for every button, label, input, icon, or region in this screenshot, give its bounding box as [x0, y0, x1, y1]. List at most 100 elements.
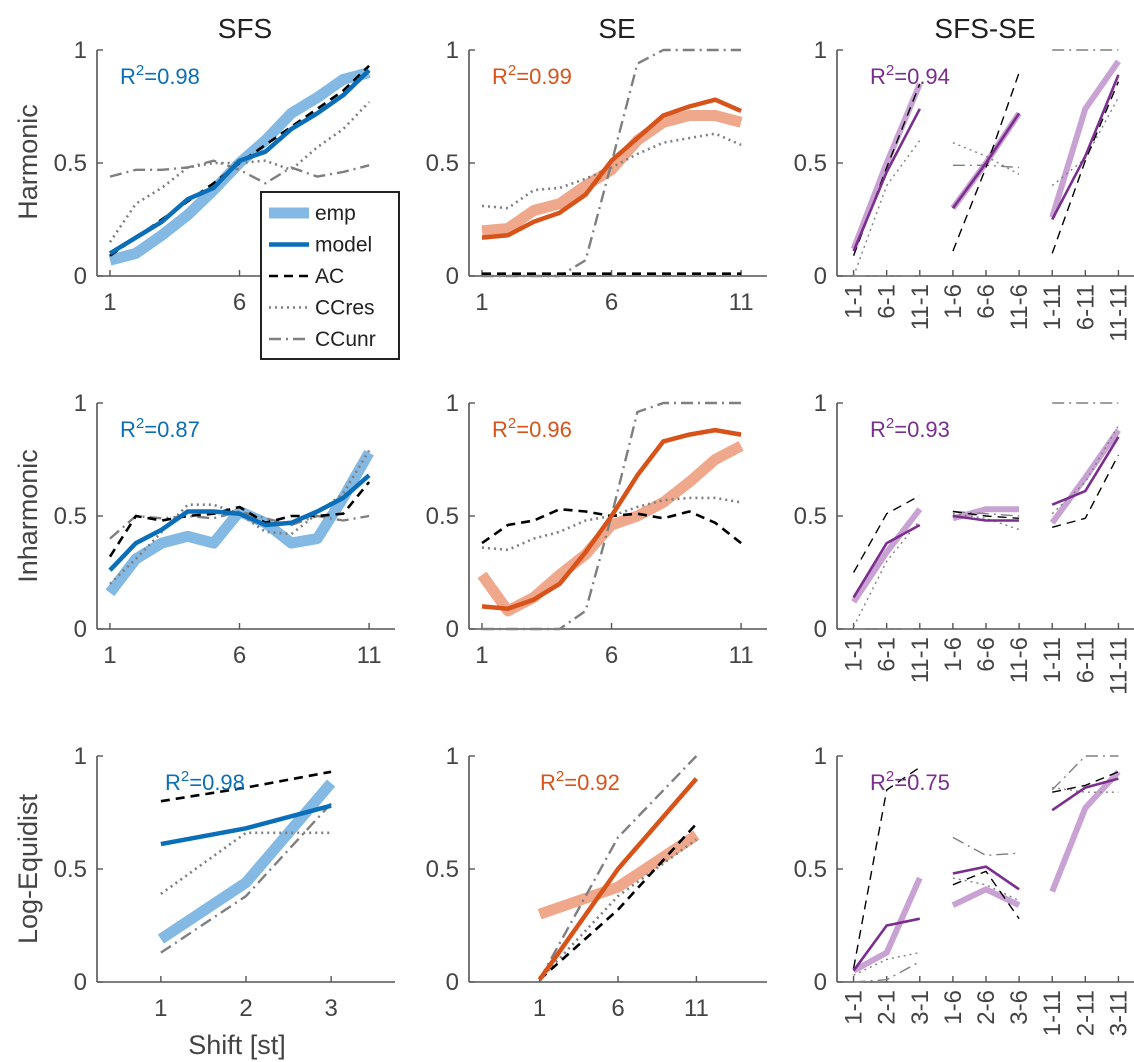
series-line-emp: [1049, 59, 1121, 219]
series-line-ccres: [108, 101, 371, 243]
r-squared-label: R2=0.93: [870, 415, 950, 442]
r-squared-label: R2=0.94: [870, 62, 950, 89]
x-tick-label: 6-1: [874, 637, 901, 672]
series-line-model: [481, 97, 742, 240]
y-tick-label: 0.5: [54, 503, 87, 530]
series-line-ccunr: [109, 510, 370, 540]
row-label-inharmonic: Inharmonic: [13, 449, 43, 583]
x-tick-label: 2: [239, 995, 252, 1022]
series-line-emp: [1049, 769, 1121, 893]
x-tick-label: 2-6: [973, 990, 1000, 1025]
series-line-ccres: [853, 951, 920, 976]
x-tick-label: 11: [729, 289, 754, 316]
series-line-model: [952, 514, 1020, 522]
row-label-harmonic: Harmonic: [13, 104, 43, 220]
series-line-emp: [477, 441, 744, 617]
y-tick-label: 1: [814, 37, 827, 64]
x-tick-label: 1: [533, 995, 546, 1022]
x-tick-label: 11-11: [1105, 637, 1132, 695]
x-tick-label: 11-6: [1006, 637, 1033, 683]
r-squared-label: R2=0.75: [870, 768, 950, 795]
col-title-sfsse: SFS-SE: [934, 13, 1035, 44]
y-tick-label: 0.5: [794, 150, 827, 177]
series-line-emp: [481, 110, 743, 237]
series-line-ccunr: [952, 510, 1020, 517]
x-tick-label: 2-11: [1072, 990, 1099, 1036]
series-line-ccunr: [160, 802, 332, 954]
series-line-model: [108, 68, 371, 256]
row-labels: Harmonic Inharmonic Log-Equidist: [13, 104, 43, 944]
x-tick-label: 6: [605, 289, 618, 316]
y-tick-label: 0.5: [426, 503, 459, 530]
x-tick-label: 11-1: [907, 284, 934, 330]
r-squared-label: R2=0.96: [492, 415, 572, 442]
y-tick-label: 1: [814, 390, 827, 417]
x-tick-label: 1-1: [841, 990, 868, 1025]
y-tick-label: 0: [814, 969, 827, 996]
series-line-model: [951, 112, 1021, 209]
y-tick-label: 1: [74, 37, 87, 64]
series-line-ccres: [1052, 786, 1119, 793]
x-tick-label: 1-1: [841, 284, 868, 319]
series-line-model: [160, 803, 332, 847]
column-titles: SFS SE SFS-SE: [218, 13, 1036, 44]
x-tick-label: 1: [475, 642, 488, 669]
legend-label-model: model: [315, 234, 372, 257]
y-tick-label: 1: [446, 37, 459, 64]
legend: emp model AC CCres CCunr: [260, 191, 400, 360]
x-tick-label: 3: [324, 995, 337, 1022]
y-tick-label: 0: [74, 616, 87, 643]
x-tick-label: 2-1: [874, 990, 901, 1025]
series-line-emp: [537, 830, 700, 920]
y-tick-label: 0.5: [54, 150, 87, 177]
y-tick-label: 0: [814, 263, 827, 290]
x-tick-label: 3-11: [1105, 990, 1132, 1036]
x-tick-label: 11: [729, 642, 754, 669]
series-line-ac: [952, 510, 1020, 519]
panel-2-2: 0 0.5 1 1-1 2-1 3-1 1-6 2-6 3-6 1-11 2-11 3-11 R2=0.…: [794, 743, 1134, 1036]
series-line-ccunr: [538, 755, 698, 981]
r-squared-label: R2=0.98: [165, 768, 245, 795]
series-line-model: [852, 917, 921, 972]
series-line-emp: [157, 779, 336, 944]
y-tick-label: 0.5: [426, 150, 459, 177]
series-line-model: [108, 473, 371, 572]
r-squared-label: R2=0.98: [120, 62, 200, 89]
x-tick-label: 6: [605, 642, 618, 669]
series-line-ccres: [481, 132, 742, 210]
x-tick-label: 1-11: [1039, 284, 1066, 330]
y-tick-label: 0: [446, 969, 459, 996]
y-tick-label: 0.5: [794, 856, 827, 883]
y-tick-label: 0: [814, 616, 827, 643]
y-tick-label: 0: [446, 616, 459, 643]
x-tick-label: 1-6: [940, 990, 967, 1025]
y-tick-label: 0: [74, 969, 87, 996]
x-tick-label: 6-11: [1072, 637, 1099, 683]
series-line-emp: [951, 886, 1021, 908]
x-tick-label: 6-6: [973, 284, 1000, 319]
x-tick-label: 1-6: [940, 284, 967, 319]
x-tick-label: 11: [684, 995, 709, 1022]
series-line-ccunr: [952, 836, 1020, 857]
series-line-model: [952, 865, 1020, 891]
series-line-ccres: [852, 139, 921, 277]
series-line-model: [852, 108, 921, 252]
x-tick-label: 3-6: [1006, 990, 1033, 1025]
y-tick-label: 0.5: [426, 856, 459, 883]
panel-2-0: 0 0.5 1 1 2 3 R2=0.98: [54, 743, 395, 1022]
series-line-ccres: [538, 838, 698, 981]
series-line-ccunr: [853, 961, 921, 983]
y-tick-label: 1: [814, 743, 827, 770]
r-squared-label: R2=0.92: [540, 768, 620, 795]
y-tick-label: 0: [446, 263, 459, 290]
col-title-se: SE: [598, 13, 635, 44]
x-tick-label: 6: [233, 289, 246, 316]
r-squared-label: R2=0.87: [120, 415, 200, 442]
row-label-log-equidist: Log-Equidist: [13, 793, 43, 944]
x-tick-label: 11-11: [1105, 284, 1132, 342]
y-tick-label: 0.5: [54, 856, 87, 883]
x-tick-label: 1: [475, 289, 488, 316]
